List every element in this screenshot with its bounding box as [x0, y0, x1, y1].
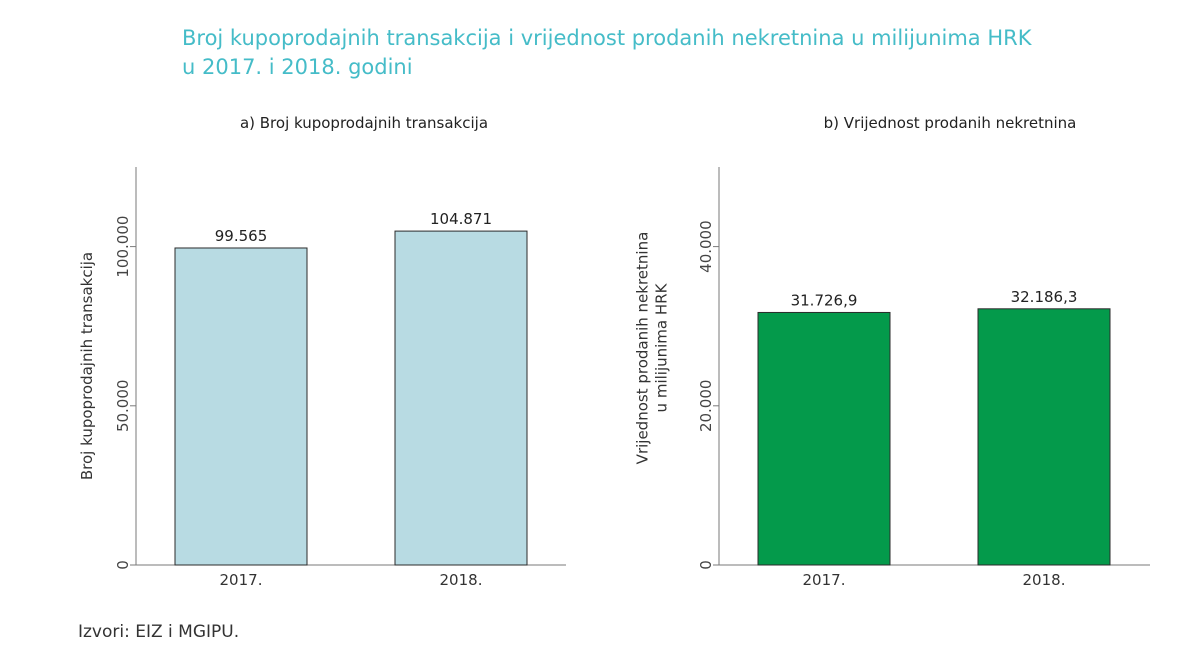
- chart-b-data-label: 32.186,3: [1011, 288, 1078, 306]
- chart-a-y-tick-label: 50.000: [114, 380, 132, 433]
- chart-a-y-tick-label: 100.000: [114, 216, 132, 278]
- chart-a-data-label: 99.565: [215, 227, 268, 245]
- chart-a-x-tick-label: 2018.: [440, 571, 483, 589]
- chart-b-data-label: 31.726,9: [791, 291, 858, 309]
- page-title-line-1: Broj kupoprodajnih transakcija i vrijedn…: [182, 26, 1032, 50]
- chart-a-bar: [174, 247, 308, 566]
- chart-b-bar: [977, 308, 1111, 566]
- page-title: Broj kupoprodajnih transakcija i vrijedn…: [182, 24, 1172, 82]
- source-note: Izvori: EIZ i MGIPU.: [78, 622, 240, 642]
- chart-a-title: a) Broj kupoprodajnih transakcija: [240, 114, 488, 132]
- chart-b-y-axis-label: u milijunima HRK: [653, 282, 671, 412]
- page-title-line-2: u 2017. i 2018. godini: [182, 55, 413, 79]
- chart-b-y-tick-label: 40.000: [697, 220, 715, 273]
- chart-a-y-axis-label: Broj kupoprodajnih transakcija: [78, 252, 96, 480]
- chart-a-data-label: 104.871: [430, 210, 492, 228]
- chart-b-y-tick-label: 0: [697, 560, 715, 570]
- chart-a-bar: [394, 230, 528, 566]
- chart-b-x-tick-label: 2018.: [1023, 571, 1066, 589]
- chart-b-y-tick-label: 20.000: [697, 380, 715, 433]
- chart-b-y-axis-label: Vrijednost prodanih nekretnina: [634, 232, 652, 465]
- chart-a-y-tick-label: 0: [114, 560, 132, 570]
- chart-b-title: b) Vrijednost prodanih nekretnina: [824, 114, 1077, 132]
- chart-b-x-tick-label: 2017.: [803, 571, 846, 589]
- chart-a-x-tick-label: 2017.: [220, 571, 263, 589]
- chart-b-bar: [757, 311, 891, 566]
